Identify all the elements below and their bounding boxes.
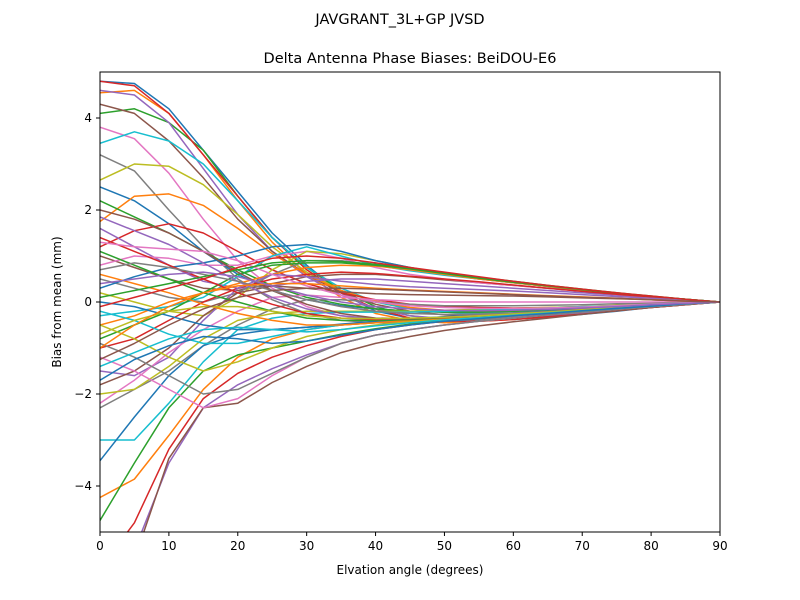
x-axis-ticks: 0 10 20 30 40 50 60 70 80 90 <box>96 532 728 553</box>
x-tick-label: 50 <box>437 539 452 553</box>
x-tick-label: 20 <box>230 539 245 553</box>
x-tick-label: 10 <box>161 539 176 553</box>
series-line-s15 <box>100 227 720 303</box>
chart-title: Delta Antenna Phase Biases: BeiDOU-E6 <box>264 51 557 67</box>
x-tick-label: 60 <box>506 539 521 553</box>
x-tick-label: 0 <box>96 539 104 553</box>
series-line-s47 <box>100 241 720 310</box>
y-tick-label: 0 <box>84 295 92 309</box>
x-axis-label: Elvation angle (degrees) <box>337 563 484 577</box>
x-tick-label: 30 <box>299 539 314 553</box>
x-tick-label: 40 <box>368 539 383 553</box>
y-tick-label: −4 <box>74 479 92 493</box>
x-tick-label: 80 <box>643 539 658 553</box>
series-line-s56 <box>100 287 720 361</box>
series-line-s25 <box>100 273 720 377</box>
series-line-s51 <box>100 301 720 381</box>
series-layer <box>100 80 720 532</box>
y-tick-label: −2 <box>74 387 92 401</box>
series-line-s55 <box>100 271 720 312</box>
y-tick-label: 4 <box>84 111 92 125</box>
series-line-s54 <box>100 255 720 308</box>
series-line-s49 <box>100 301 720 335</box>
y-tick-label: 2 <box>84 203 92 217</box>
figure-suptitle: JAVGRANT_3L+GP JVSD <box>314 12 484 28</box>
series-line-s24 <box>100 271 720 349</box>
y-axis-label: Bias from mean (mm) <box>50 236 64 367</box>
x-tick-label: 90 <box>712 539 727 553</box>
y-axis-ticks: −4 −2 0 2 4 <box>74 111 100 493</box>
series-line-s38 <box>100 301 720 395</box>
x-tick-label: 70 <box>575 539 590 553</box>
